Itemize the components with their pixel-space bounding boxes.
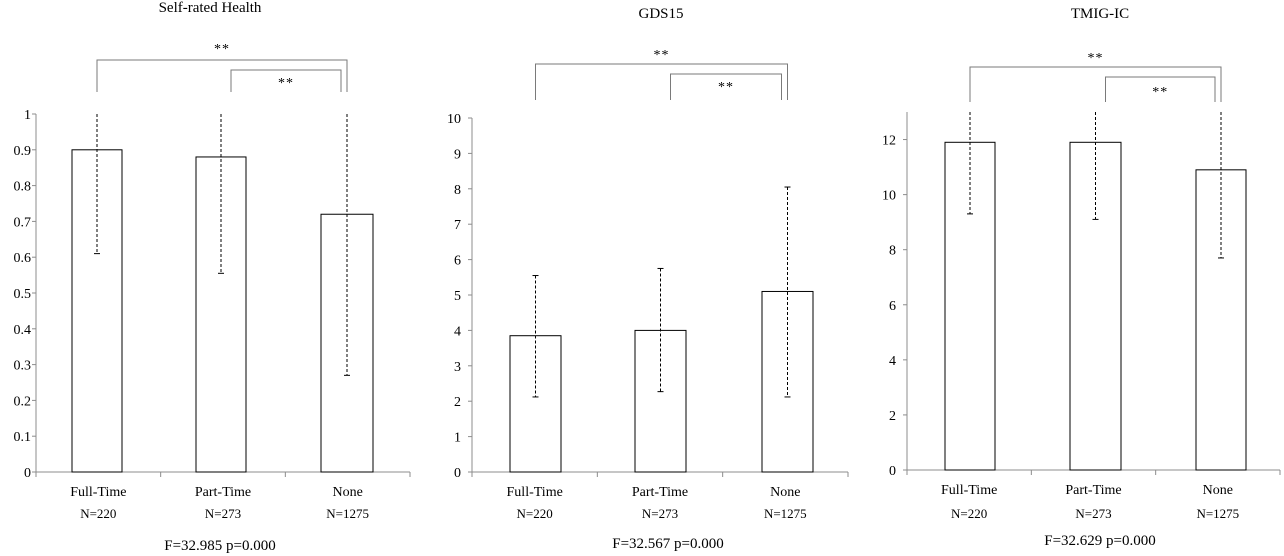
significance-label: ** bbox=[718, 80, 734, 95]
y-tick-label: 4 bbox=[889, 354, 896, 369]
y-tick-label: 7 bbox=[454, 218, 461, 233]
bar bbox=[71, 149, 123, 473]
f-statistic-label: F=32.985 p=0.000 bbox=[164, 538, 276, 554]
x-category-label: Part-Time bbox=[1065, 483, 1121, 498]
chart-title: GDS15 bbox=[638, 6, 683, 22]
y-tick-label: 0 bbox=[889, 464, 896, 479]
sample-size-label: N=273 bbox=[642, 506, 678, 521]
sample-size-label: N=1275 bbox=[764, 506, 807, 521]
y-tick-label: 6 bbox=[454, 254, 461, 269]
bar bbox=[1069, 141, 1122, 471]
sample-size-label: N=220 bbox=[951, 506, 987, 521]
y-tick-label: 2 bbox=[889, 409, 896, 424]
significance-label: ** bbox=[1088, 51, 1104, 66]
y-tick-label: 3 bbox=[454, 360, 461, 375]
y-tick-label: 5 bbox=[454, 289, 461, 304]
sample-size-label: N=1275 bbox=[1196, 506, 1239, 521]
significance-label: ** bbox=[214, 42, 230, 57]
x-category-label: Part-Time bbox=[195, 485, 251, 500]
sample-size-label: N=273 bbox=[205, 506, 241, 521]
x-category-label: None bbox=[770, 485, 800, 500]
sample-size-label: N=273 bbox=[1075, 506, 1111, 521]
y-tick-label: 6 bbox=[889, 299, 896, 314]
y-tick-label: 0.8 bbox=[14, 180, 32, 195]
y-tick-label: 0.1 bbox=[14, 430, 32, 445]
sample-size-label: N=220 bbox=[517, 506, 553, 521]
sample-size-label: N=1275 bbox=[326, 506, 369, 521]
y-tick-label: 1 bbox=[24, 108, 31, 123]
significance-label: ** bbox=[278, 76, 294, 91]
x-category-label: Full-Time bbox=[507, 485, 563, 500]
y-tick-label: 8 bbox=[889, 244, 896, 259]
significance-bracket bbox=[230, 69, 342, 92]
sample-size-label: N=220 bbox=[80, 506, 116, 521]
y-tick-label: 4 bbox=[454, 324, 461, 339]
y-tick-label: 12 bbox=[882, 134, 896, 149]
significance-bracket bbox=[1105, 76, 1216, 102]
significance-bracket bbox=[535, 63, 788, 100]
f-statistic-label: F=32.629 p=0.000 bbox=[1044, 533, 1156, 549]
bar bbox=[634, 329, 687, 473]
chart-title: Self-rated Health bbox=[159, 0, 262, 16]
bar bbox=[320, 213, 374, 473]
y-tick-label: 0.6 bbox=[14, 251, 32, 266]
x-category-label: None bbox=[1203, 483, 1233, 498]
y-tick-label: 10 bbox=[882, 189, 896, 204]
x-category-label: Part-Time bbox=[632, 485, 688, 500]
bar bbox=[761, 290, 814, 473]
y-tick-label: 0.5 bbox=[14, 287, 32, 302]
x-category-label: Full-Time bbox=[941, 483, 997, 498]
bar bbox=[944, 141, 996, 471]
f-statistic-label: F=32.567 p=0.000 bbox=[612, 536, 724, 552]
chart-tmig-ic: TMIG-IC 0 2 4 6 8 10 12 Full-Time N=220 Part-Time N… bbox=[882, 6, 1281, 549]
chart-gds15: GDS15 0 1 2 3 4 5 6 7 8 9 10 Full-Time N=220 Part-Time… bbox=[447, 6, 849, 552]
significance-label: ** bbox=[1152, 85, 1168, 100]
y-tick-label: 10 bbox=[447, 112, 461, 127]
y-tick-label: 0.9 bbox=[14, 144, 32, 159]
y-tick-label: 0.3 bbox=[14, 359, 32, 374]
x-category-label: Full-Time bbox=[70, 485, 126, 500]
y-tick-label: 0.2 bbox=[14, 394, 32, 409]
significance-label: ** bbox=[654, 48, 670, 63]
significance-bracket bbox=[670, 73, 782, 100]
y-tick-label: 0 bbox=[24, 466, 31, 481]
y-tick-label: 8 bbox=[454, 183, 461, 198]
y-tick-label: 0 bbox=[454, 466, 461, 481]
significance-bracket bbox=[96, 59, 348, 92]
x-category-label: None bbox=[333, 485, 363, 500]
chart-title: TMIG-IC bbox=[1071, 6, 1129, 22]
y-tick-label: 0.7 bbox=[14, 215, 32, 230]
y-tick-label: 0.4 bbox=[14, 323, 32, 338]
y-tick-label: 9 bbox=[454, 147, 461, 162]
significance-bracket bbox=[969, 66, 1222, 102]
chart-self-rated-health: Self-rated Health 0 0.1 0.2 0.3 0.4 0.5 0.6 0.7 0… bbox=[14, 0, 411, 554]
y-tick-label: 2 bbox=[454, 395, 461, 410]
y-tick-label: 1 bbox=[454, 431, 461, 446]
